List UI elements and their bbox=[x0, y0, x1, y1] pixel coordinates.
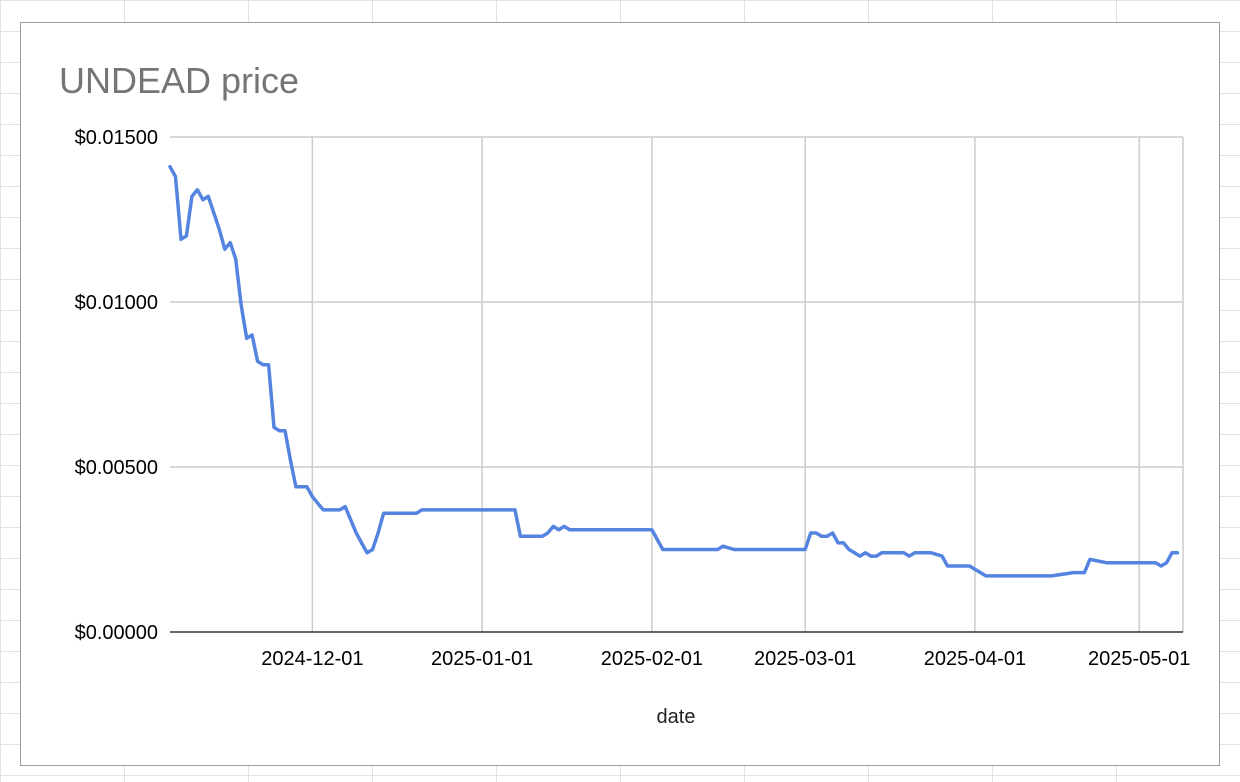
y-axis: $0.00000 $0.00500 $0.01000 $0.01500 bbox=[75, 127, 158, 644]
series-layer bbox=[168, 164, 1180, 578]
y-tick-label: $0.00500 bbox=[75, 457, 158, 479]
x-tick-label: 2025-05-01 bbox=[1088, 648, 1190, 670]
y-tick-label: $0.01500 bbox=[75, 127, 158, 149]
chart-title: UNDEAD price bbox=[59, 60, 299, 101]
x-tick-label: 2025-03-01 bbox=[754, 648, 856, 670]
x-tick-label: 2025-01-01 bbox=[431, 648, 533, 670]
chart-card: UNDEAD price $0.00000 $0.00500 $0.01000 $0.… bbox=[20, 22, 1220, 766]
x-tick-label: 2025-04-01 bbox=[924, 648, 1026, 670]
grid bbox=[170, 136, 1184, 633]
x-axis-title: date bbox=[657, 706, 696, 728]
y-tick-label: $0.00000 bbox=[75, 622, 158, 644]
chart-svg: UNDEAD price $0.00000$0.00500$0.01000$0.… bbox=[59, 60, 1190, 728]
x-tick-label: 2025-02-01 bbox=[601, 648, 703, 670]
series-line bbox=[168, 164, 1180, 578]
x-tick-label: 2024-12-01 bbox=[261, 648, 363, 670]
x-axis: 2024-12-01 2025-01-01 2025-02-01 2025-03-01… bbox=[261, 648, 1190, 670]
y-tick-label: $0.01000 bbox=[75, 292, 158, 314]
